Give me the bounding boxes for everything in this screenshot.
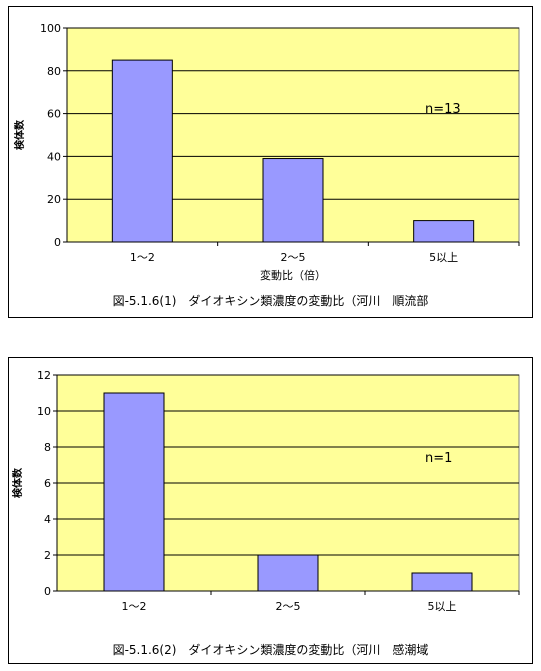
- sample-count-note: n=1: [425, 451, 452, 466]
- bar-2: [257, 554, 319, 592]
- bar-1: [103, 392, 165, 592]
- y-tick-label: 0: [44, 585, 51, 598]
- x-tick-label: 1～2: [122, 600, 147, 613]
- chart-panel-2: 0 2 4 6 8 10 12 1～2 2～5 5以上 検体数 n=1 図-5.1.6(2) ダイオキ…: [8, 357, 533, 664]
- bar-1: [111, 59, 173, 243]
- x-axis-label: 変動比（倍）: [260, 268, 326, 282]
- x-tick-label: 2～5: [276, 600, 301, 613]
- y-tick-label: 10: [37, 405, 51, 418]
- y-tick-label: 100: [40, 22, 61, 35]
- x-tick-label: 1～2: [130, 251, 155, 264]
- y-tick-label: 80: [47, 65, 61, 78]
- chart-2-caption: 図-5.1.6(2) ダイオキシン類濃度の変動比（河川 感潮域: [112, 643, 429, 657]
- y-tick-label: 2: [44, 549, 51, 562]
- chart-2-svg: 0 2 4 6 8 10 12 1～2 2～5 5以上 検体数 n=1: [11, 369, 520, 613]
- sample-count-note: n=13: [425, 102, 461, 117]
- y-tick-label: 6: [44, 477, 51, 490]
- chart-panel-1: 0 20 40 60 80 100 1～2 2～5 5以上 検体数変動比（倍） n=13 図-5.1…: [8, 6, 533, 318]
- y-tick-label: 40: [47, 150, 61, 163]
- bar-3: [411, 572, 473, 592]
- y-tick-label: 12: [37, 369, 51, 382]
- chart-1-caption: 図-5.1.6(1) ダイオキシン類濃度の変動比（河川 順流部: [112, 294, 429, 308]
- y-axis-label: 検体数: [13, 119, 26, 150]
- y-tick-label: 4: [44, 513, 51, 526]
- x-tick-label: 5以上: [429, 251, 458, 264]
- y-tick-label: 8: [44, 441, 51, 454]
- y-tick-label: 0: [54, 236, 61, 249]
- bar-2: [262, 158, 324, 243]
- x-tick-label: 5以上: [428, 600, 457, 613]
- x-tick-label: 2～5: [281, 251, 306, 264]
- y-axis-label: 検体数: [11, 467, 24, 498]
- y-tick-label: 60: [47, 108, 61, 121]
- y-tick-label: 20: [47, 193, 61, 206]
- bar-3: [413, 220, 475, 243]
